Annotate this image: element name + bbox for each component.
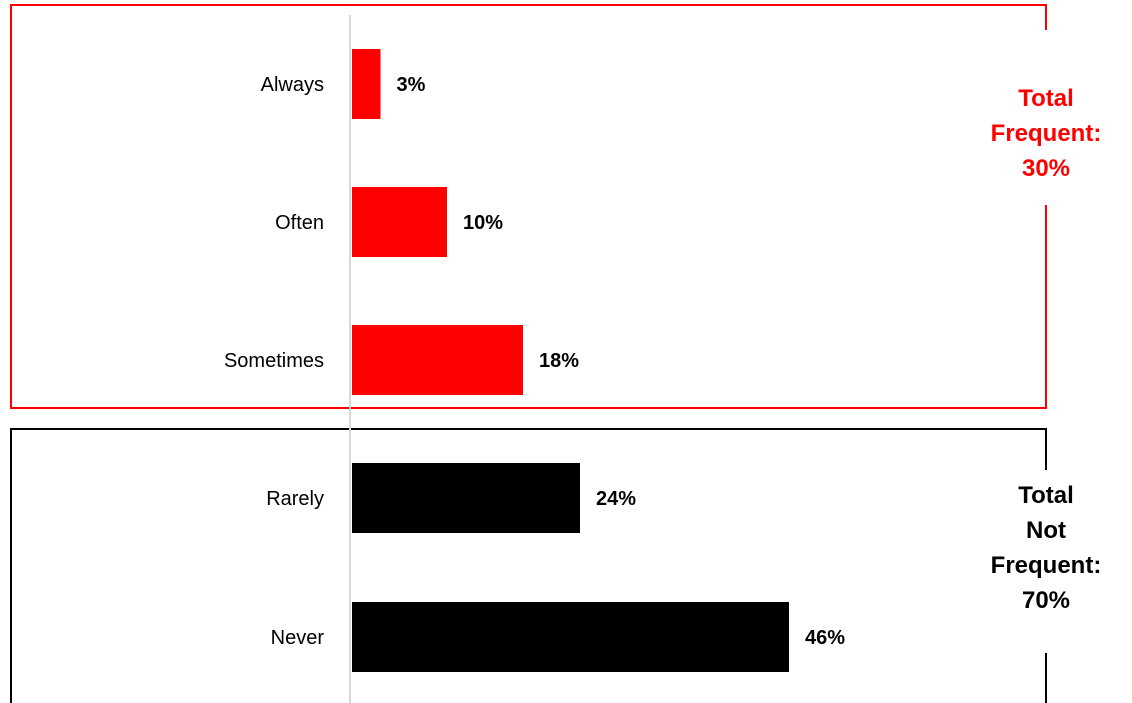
category-label-never: Never	[271, 627, 325, 649]
total-line: 70%	[1022, 587, 1070, 614]
total-line: Not	[1026, 517, 1066, 544]
category-label-often: Often	[275, 212, 324, 234]
value-label-rarely: 24%	[596, 488, 636, 510]
total-not-frequent-label: Total Not Frequent: 70%	[991, 482, 1102, 614]
bar-often	[352, 187, 447, 257]
bar-never	[352, 602, 789, 672]
value-label-never: 46%	[805, 627, 845, 649]
bar-sometimes	[352, 325, 523, 395]
frequent-group-box	[10, 4, 1047, 409]
bar-always	[352, 49, 381, 119]
category-label-rarely: Rarely	[266, 488, 324, 510]
category-label-always: Always	[261, 74, 324, 96]
total-line: Total	[1018, 85, 1074, 112]
not-frequent-group-box	[10, 428, 1047, 703]
total-line: Total	[1018, 482, 1074, 509]
total-line: 30%	[1022, 155, 1070, 182]
value-label-often: 10%	[463, 212, 503, 234]
value-label-sometimes: 18%	[539, 350, 579, 372]
value-label-always: 3%	[397, 74, 426, 96]
total-line: Frequent:	[991, 552, 1102, 579]
total-frequent-label: Total Frequent: 30%	[991, 85, 1102, 182]
total-line: Frequent:	[991, 120, 1102, 147]
bar-rarely	[352, 463, 580, 533]
category-label-sometimes: Sometimes	[224, 350, 324, 372]
